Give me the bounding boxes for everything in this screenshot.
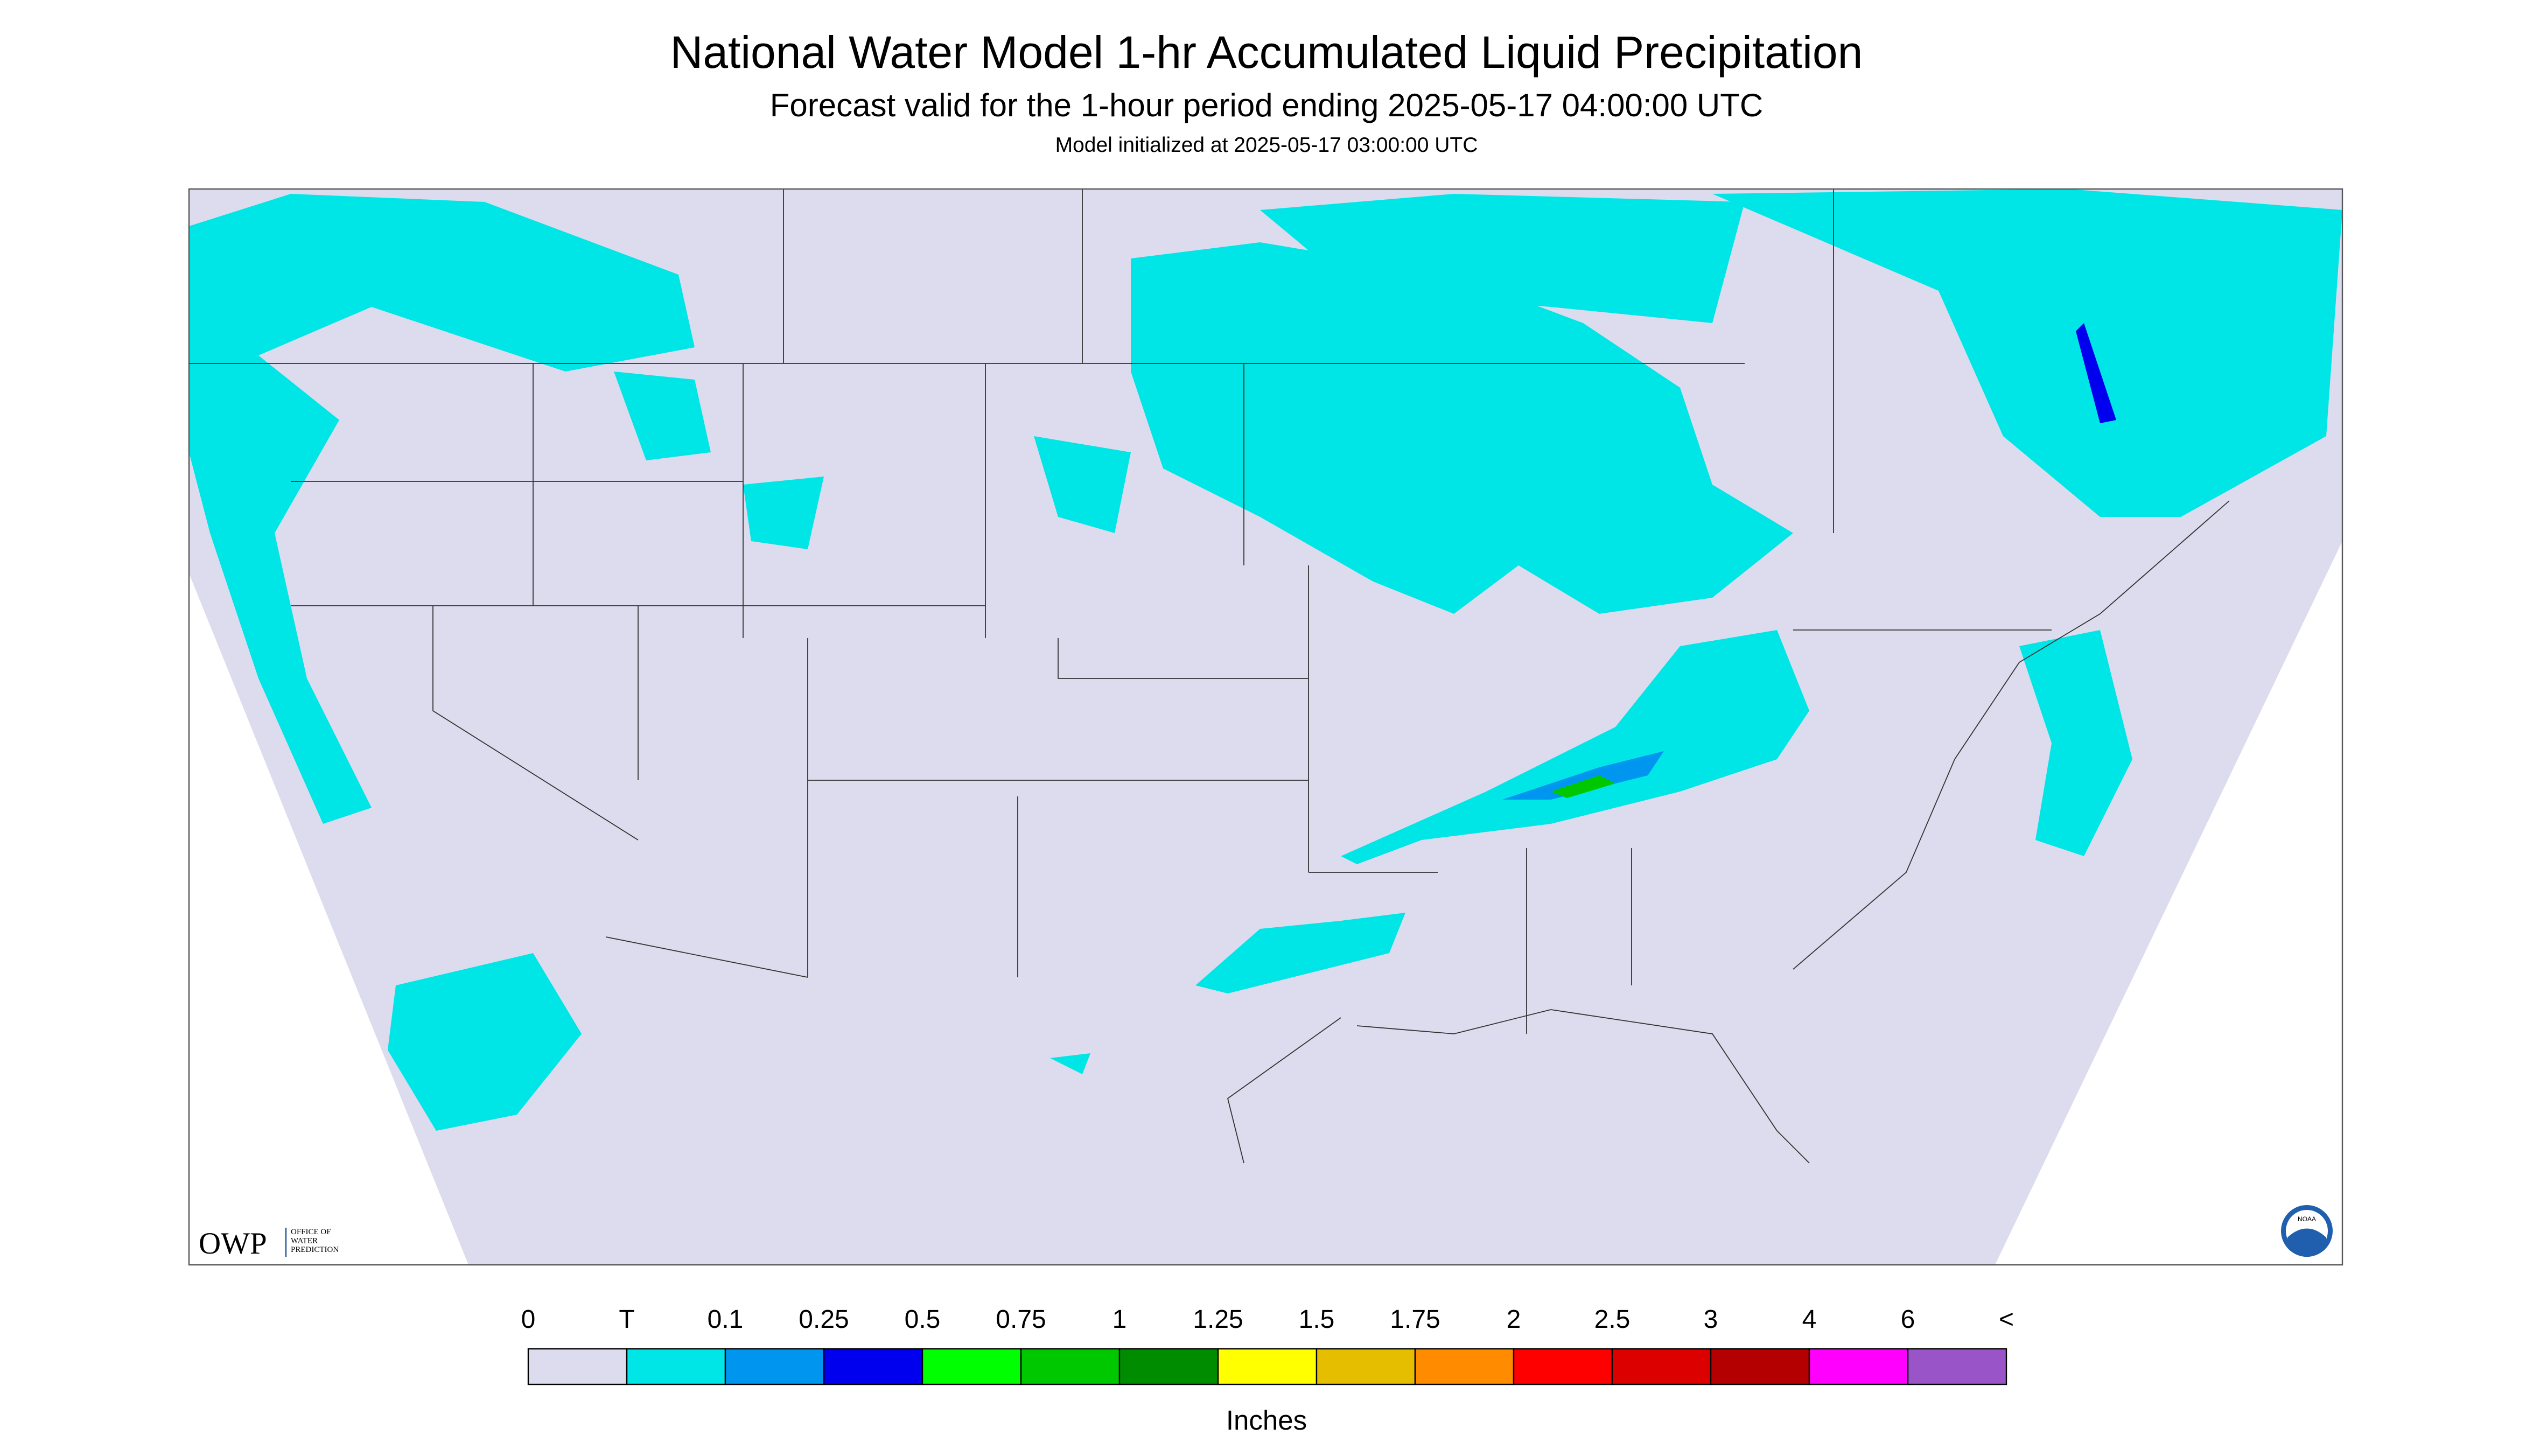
precip-area — [1712, 189, 2342, 517]
precip-area — [388, 953, 582, 1131]
legend: 0 T 0.1 0.25 0.5 0.75 1 1.25 1.5 1.75 2 2.5 3 4 6 < — [521, 1305, 2014, 1385]
legend-label: < — [1999, 1305, 2014, 1334]
precip-area — [2019, 630, 2132, 857]
legend-label: 4 — [1802, 1305, 1817, 1334]
legend-swatch — [1316, 1348, 1416, 1385]
legend-label: 6 — [1901, 1305, 1915, 1334]
legend-swatch — [1907, 1348, 2007, 1385]
legend-swatch — [823, 1348, 923, 1385]
legend-label: 0.5 — [905, 1305, 941, 1334]
legend-swatch — [527, 1348, 628, 1385]
coastline — [1227, 500, 2230, 1164]
precip-area — [1195, 913, 1405, 994]
legend-swatch — [1118, 1348, 1219, 1385]
noaa-text: NOAA — [2298, 1215, 2316, 1223]
precip-area — [2076, 323, 2116, 424]
legend-label: 0 — [521, 1305, 536, 1334]
boundaries — [189, 189, 2230, 1164]
legend-label: 1.75 — [1390, 1305, 1440, 1334]
map-frame — [188, 188, 2343, 1266]
legend-label: 1.25 — [1193, 1305, 1243, 1334]
outside-domain — [189, 573, 468, 1265]
noaa-emblem — [2287, 1228, 2326, 1257]
subtitle: Forecast valid for the 1-hour period end… — [770, 87, 1763, 123]
legend-swatch — [1808, 1348, 1909, 1385]
legend-swatch — [724, 1348, 825, 1385]
legend-unit: Inches — [1226, 1405, 1307, 1436]
legend-swatch — [921, 1348, 1022, 1385]
legend-label: T — [619, 1305, 634, 1334]
legend-label: 1.5 — [1299, 1305, 1335, 1334]
precip-area — [1260, 194, 1745, 324]
legend-label: 2 — [1507, 1305, 1521, 1334]
legend-label: 0.25 — [799, 1305, 849, 1334]
legend-label: 3 — [1704, 1305, 1718, 1334]
precip-areas — [189, 189, 2342, 1131]
init-time: Model initialized at 2025-05-17 03:00:00… — [1055, 134, 1478, 157]
noaa-logo: NOAA — [2281, 1205, 2333, 1257]
legend-label: 2.5 — [1594, 1305, 1631, 1334]
outside-domain — [1995, 541, 2342, 1265]
legend-swatch — [1414, 1348, 1515, 1385]
legend-label: 1 — [1112, 1305, 1127, 1334]
legend-swatch — [1611, 1348, 1712, 1385]
legend-label: 0.1 — [708, 1305, 744, 1334]
legend-swatch — [626, 1348, 726, 1385]
title: National Water Model 1-hr Accumulated Li… — [670, 27, 1863, 78]
logo-subtext: PREDICTION — [291, 1245, 339, 1254]
logo-subtext: WATER — [291, 1237, 318, 1245]
precip-area — [1341, 630, 1809, 865]
legend-swatch — [1217, 1348, 1318, 1385]
logo-text: OWP — [199, 1227, 267, 1261]
legend-label: 0.75 — [996, 1305, 1046, 1334]
precip-area — [614, 372, 1131, 1075]
precip-area — [189, 194, 695, 824]
precip-area — [1131, 242, 1793, 614]
precip-area — [1502, 751, 1664, 800]
legend-swatch — [1710, 1348, 1810, 1385]
legend-swatch — [1513, 1348, 1613, 1385]
precip-area — [1551, 775, 1615, 799]
legend-swatch — [1020, 1348, 1121, 1385]
logo-subtext: OFFICE OF — [291, 1228, 331, 1236]
state-lines — [189, 189, 2052, 1034]
